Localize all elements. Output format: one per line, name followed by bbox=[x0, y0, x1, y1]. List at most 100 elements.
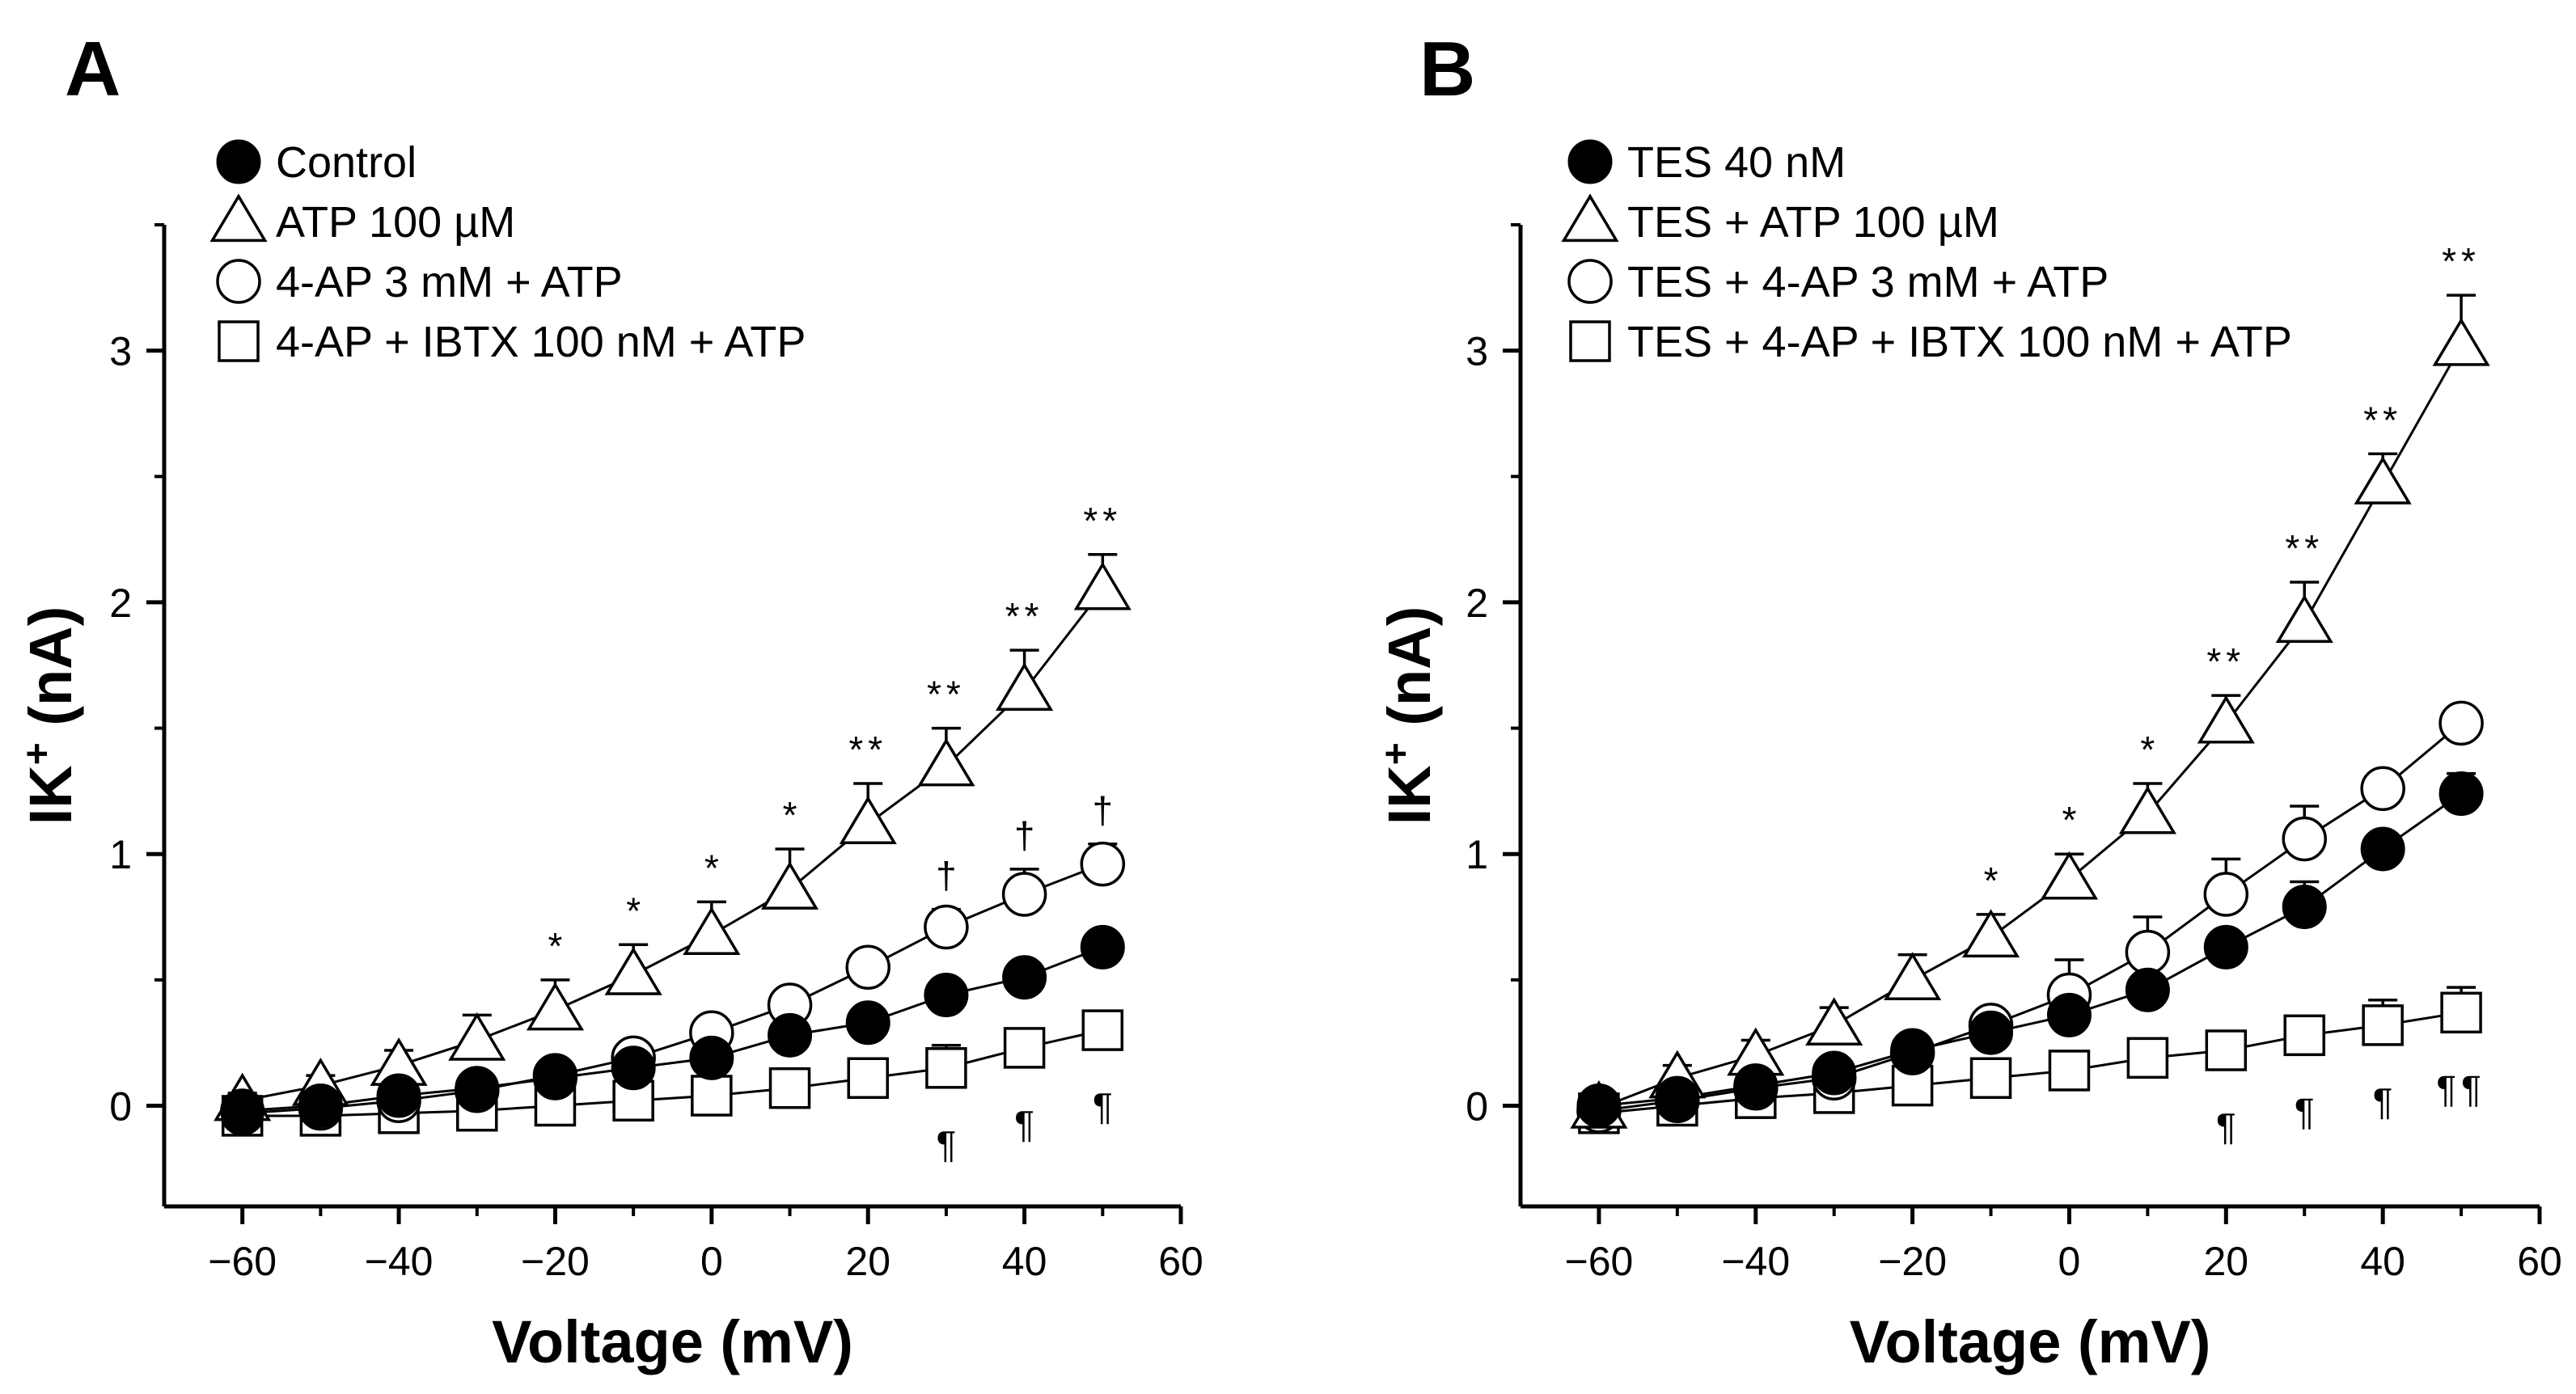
legend-marker bbox=[1569, 320, 1611, 362]
y-tick-label: 0 bbox=[109, 1084, 132, 1129]
panel-a: A −60 −40 −20 0 20 40 60 0 1 2 3 Voltage (mV) IK+ (nA… bbox=[16, 26, 1203, 1375]
data-point bbox=[2360, 766, 2405, 812]
significance-marker: * bbox=[548, 925, 563, 967]
significance-marker: ¶ bbox=[1093, 1085, 1113, 1127]
y-tick-label: 2 bbox=[109, 581, 132, 626]
significance-marker: † bbox=[1093, 789, 1114, 831]
significance-marker: ** bbox=[1083, 500, 1122, 542]
data-point bbox=[996, 662, 1054, 712]
y-tick-label: 0 bbox=[1466, 1084, 1488, 1129]
data-point bbox=[924, 973, 969, 1018]
data-point bbox=[1003, 1027, 1046, 1069]
data-point bbox=[376, 1073, 421, 1118]
data-point bbox=[847, 1057, 889, 1099]
data-point bbox=[1890, 1028, 1935, 1073]
data-point bbox=[2360, 826, 2405, 872]
x-tick-label: 20 bbox=[2203, 1239, 2248, 1284]
panel-b: B −60 −40 −20 0 20 40 60 0 1 2 3 Voltage (mV) IK+ (nA… bbox=[1375, 26, 2562, 1375]
significance-marker: ¶¶ bbox=[2436, 1067, 2485, 1109]
x-tick-label: 20 bbox=[845, 1239, 890, 1284]
data-point bbox=[2125, 929, 2171, 975]
significance-marker: ¶ bbox=[937, 1123, 957, 1165]
data-point bbox=[526, 982, 585, 1031]
significance-marker: * bbox=[2140, 729, 2155, 771]
series-line bbox=[242, 945, 1103, 1113]
data-point bbox=[2439, 771, 2484, 816]
x-tick-label: 40 bbox=[2360, 1239, 2405, 1284]
significance-marker: † bbox=[936, 855, 957, 897]
data-point bbox=[1805, 997, 1863, 1046]
significance-marker: ** bbox=[848, 729, 887, 771]
x-tick-label: 0 bbox=[700, 1239, 723, 1284]
legend-label: 4-AP 3 mM + ATP bbox=[276, 258, 623, 306]
data-point bbox=[2203, 924, 2248, 969]
data-point bbox=[768, 1012, 813, 1058]
legend-label: TES 40 nM bbox=[1627, 138, 1846, 187]
legend-label: Control bbox=[276, 138, 417, 187]
data-point bbox=[532, 1055, 577, 1100]
data-point bbox=[1002, 955, 1047, 1000]
legend-label: TES + ATP 100 µM bbox=[1627, 198, 1999, 247]
data-point bbox=[1576, 1083, 1622, 1128]
data-point bbox=[1081, 1009, 1124, 1051]
significance-marker: ** bbox=[2206, 640, 2245, 682]
data-point bbox=[2282, 816, 2327, 862]
significance-marker: * bbox=[783, 794, 797, 836]
data-point bbox=[2040, 851, 2099, 900]
significance-marker: ** bbox=[2285, 527, 2324, 569]
data-point bbox=[689, 1035, 734, 1080]
data-point bbox=[604, 946, 662, 995]
data-point bbox=[2283, 1014, 2325, 1057]
x-tick-label: −60 bbox=[208, 1239, 277, 1284]
x-tick-label: 0 bbox=[2058, 1239, 2081, 1284]
series-line bbox=[1598, 344, 2463, 1109]
significance-marker: ¶ bbox=[2373, 1080, 2393, 1122]
data-point bbox=[924, 904, 969, 950]
legend-label: TES + 4-AP 3 mM + ATP bbox=[1627, 258, 2109, 306]
x-tick-label: 60 bbox=[1158, 1239, 1203, 1284]
data-point bbox=[2046, 992, 2092, 1037]
data-point bbox=[2126, 1037, 2169, 1079]
data-point bbox=[1812, 1050, 1857, 1096]
data-point bbox=[1073, 561, 1131, 610]
legend-label: ATP 100 µM bbox=[276, 198, 515, 247]
data-point bbox=[1001, 872, 1047, 917]
y-axis-title-main: IK bbox=[17, 765, 84, 825]
panel-label: B bbox=[1419, 26, 1475, 112]
legend-marker bbox=[1567, 259, 1613, 304]
y-tick-label: 3 bbox=[109, 329, 132, 374]
significance-marker: * bbox=[2062, 799, 2077, 841]
data-point bbox=[2048, 1050, 2091, 1092]
legend-marker bbox=[1561, 193, 1619, 243]
y-axis-title-unit: (nA) bbox=[1376, 606, 1443, 743]
legend-marker bbox=[1567, 139, 1613, 184]
data-point bbox=[1080, 841, 1126, 887]
data-point bbox=[2205, 1029, 2248, 1071]
y-tick-label: 1 bbox=[1466, 832, 1488, 877]
data-point bbox=[2203, 872, 2249, 917]
data-point bbox=[455, 1066, 500, 1111]
y-axis-title: IK+ (nA) bbox=[1375, 606, 1444, 826]
data-point bbox=[845, 944, 890, 991]
legend-label: TES + 4-AP + IBTX 100 nM + ATP bbox=[1627, 318, 2292, 366]
x-tick-label: −60 bbox=[1565, 1239, 1634, 1284]
significance-marker: ¶ bbox=[2295, 1090, 2315, 1132]
significance-marker: ** bbox=[2442, 240, 2481, 282]
series-line bbox=[1598, 722, 2463, 1113]
significance-marker: * bbox=[1984, 860, 1999, 902]
data-point bbox=[1969, 1010, 2014, 1055]
data-point bbox=[2439, 700, 2484, 746]
axes bbox=[162, 225, 1181, 1209]
data-point bbox=[691, 1075, 733, 1117]
y-tick-label: 3 bbox=[1466, 329, 1488, 374]
data-point bbox=[839, 796, 897, 845]
data-point bbox=[611, 1046, 656, 1091]
data-point bbox=[1961, 909, 2020, 958]
data-point bbox=[220, 1088, 265, 1134]
x-tick-label: −20 bbox=[521, 1239, 590, 1284]
y-tick-label: 1 bbox=[109, 832, 132, 877]
data-point bbox=[925, 1047, 967, 1089]
significance-marker: ** bbox=[2363, 399, 2402, 441]
legend-marker bbox=[209, 193, 268, 243]
data-point bbox=[2275, 594, 2333, 643]
